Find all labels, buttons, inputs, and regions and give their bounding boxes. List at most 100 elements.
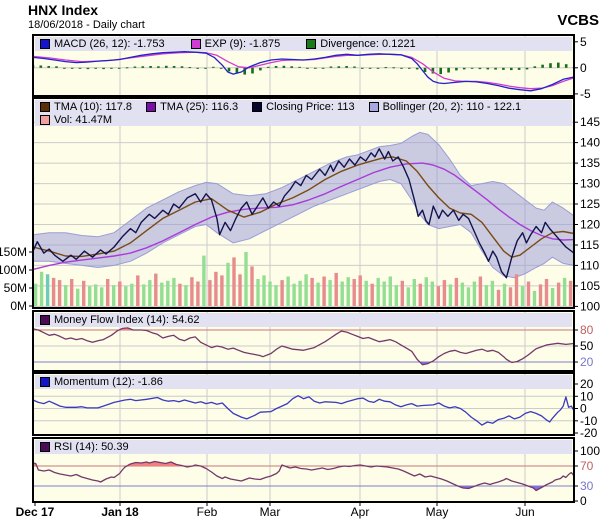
divergence-bar	[86, 67, 90, 70]
legend-item-bollinger: Bollinger (20, 2): 110 - 122.1	[368, 101, 521, 113]
volume-bar	[76, 288, 80, 306]
divergence-bar	[63, 67, 66, 69]
x-axis-label: May	[426, 505, 449, 519]
legend-momentum: Momentum (12): -1.86	[35, 375, 572, 389]
axis-tick-label: 20	[580, 355, 594, 369]
closing-price-swatch-icon	[252, 101, 263, 112]
volume-bar	[418, 283, 422, 306]
legend-item-momentum: Momentum (12): -1.86	[40, 376, 163, 388]
volume-bar	[112, 285, 116, 306]
axis-tick-label: 125	[580, 197, 600, 211]
axis-tick-label: 140	[580, 136, 600, 150]
volume-bar	[82, 280, 86, 306]
divergence-bar	[149, 66, 152, 68]
axis-tick-label: 0	[580, 61, 587, 75]
legend-rsi: RSI (14): 50.39	[35, 440, 572, 454]
volume-bar	[334, 272, 338, 306]
legend-item-exp: EXP (9): -1.875	[190, 38, 280, 50]
divergence-bar	[172, 66, 176, 68]
volume-bar	[556, 282, 561, 306]
volume-bar	[64, 285, 68, 306]
volume-bar	[130, 283, 134, 306]
divergence-bar	[353, 66, 356, 68]
axis-tick-label: -20	[580, 426, 598, 440]
volume-bar	[250, 266, 254, 306]
divergence-bar	[266, 66, 270, 68]
divergence-bar	[298, 66, 301, 68]
axis-tick-label: 120	[580, 217, 600, 231]
volume-bar	[412, 279, 416, 306]
divergence-bar	[345, 66, 348, 68]
divergence-bar	[329, 66, 333, 68]
divergence-bar	[462, 67, 466, 70]
divergence-bar	[243, 67, 246, 75]
divergence-bar	[94, 67, 97, 69]
axis-tick-label: 20	[580, 377, 594, 391]
divergence-bar	[564, 64, 568, 68]
volume-bar	[268, 281, 272, 306]
macd-panel-border	[32, 34, 575, 97]
volume-bar	[388, 276, 392, 306]
volume-bar	[226, 262, 230, 306]
axis-tick-label: 130	[580, 177, 600, 191]
momentum-swatch-icon	[40, 377, 50, 387]
divergence-bar	[439, 67, 442, 75]
axis-tick-label: 5	[580, 35, 587, 49]
bollinger-upper-edge	[33, 131, 574, 238]
axis-tick-label: 80	[580, 323, 594, 337]
axis-tick-label: 110	[580, 258, 599, 272]
axis-tick-label: 105	[580, 279, 600, 293]
volume-bar	[178, 283, 182, 306]
page-title: HNX Index	[28, 2, 99, 18]
divergence-bar	[290, 66, 293, 68]
volume-bar	[514, 274, 519, 306]
divergence-bar	[204, 67, 207, 69]
divergence-bar	[70, 67, 74, 69]
divergence-bar	[306, 67, 309, 69]
exp-line	[33, 51, 574, 90]
volume-bar	[190, 277, 194, 306]
axis-tick-label: 100	[580, 299, 600, 313]
volume-bar	[382, 281, 386, 306]
axis-tick-label: 0	[580, 402, 587, 416]
volume-swatch-icon	[40, 114, 50, 125]
legend-macd: MACD (26, 12): -1.753 EXP (9): -1.875 Di…	[35, 37, 572, 51]
volume-bar	[124, 286, 128, 306]
volume-bar	[430, 281, 434, 306]
legend-mfi: Money Flow Index (14): 54.62	[35, 313, 572, 327]
tma10-swatch-icon	[40, 101, 50, 112]
volume-bar	[478, 276, 483, 306]
volume-bar	[520, 286, 525, 306]
divergence-bar	[141, 66, 145, 68]
axis-tick-label: -5	[580, 87, 591, 101]
divergence-bar	[110, 67, 113, 69]
divergence-swatch-icon	[306, 39, 317, 49]
axis-tick-label: 50	[580, 339, 594, 353]
bollinger-band-fill	[33, 132, 574, 278]
volume-bar	[364, 280, 368, 306]
tma10-line	[33, 156, 574, 258]
divergence-bar	[180, 66, 184, 68]
divergence-bar	[188, 67, 192, 69]
divergence-bar	[219, 67, 223, 69]
divergence-bar	[549, 63, 552, 68]
axis-tick-label: 150M	[0, 245, 27, 259]
volume-bar	[322, 276, 326, 306]
legend-label-macd: MACD (26, 12): -1.753	[54, 38, 165, 50]
volume-bar	[57, 280, 62, 306]
legend-item-macd: MACD (26, 12): -1.753	[40, 38, 165, 50]
divergence-bar	[384, 67, 388, 69]
volume-bar	[202, 255, 206, 306]
divergence-bar	[39, 65, 43, 68]
volume-bar	[33, 283, 38, 306]
volume-bar	[466, 287, 471, 306]
divergence-bar	[337, 66, 341, 68]
volume-bar	[220, 275, 224, 306]
legend-item-divergence: Divergence: 0.1221	[306, 38, 416, 50]
volume-bar	[424, 277, 428, 306]
divergence-bar	[431, 67, 435, 74]
volume-bar	[184, 285, 188, 306]
volume-bar	[100, 287, 104, 306]
divergence-bar	[533, 66, 537, 68]
x-axis-label: Jun	[515, 505, 534, 519]
